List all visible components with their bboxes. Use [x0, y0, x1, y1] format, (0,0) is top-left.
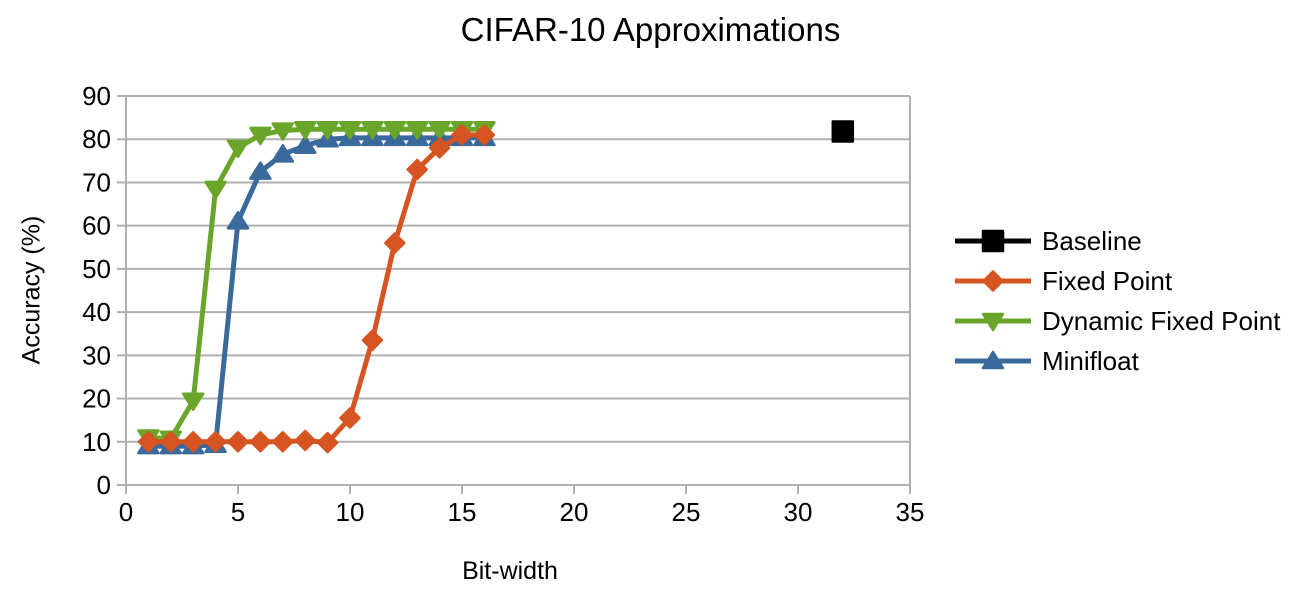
legend-item-fixed-point: Fixed Point: [953, 267, 1280, 295]
svg-text:60: 60: [82, 211, 111, 241]
svg-text:35: 35: [896, 497, 925, 527]
legend-label: Minifloat: [1042, 346, 1139, 376]
svg-text:80: 80: [82, 124, 111, 154]
svg-text:30: 30: [784, 497, 813, 527]
legend-item-dynamic-fixed-point: Dynamic Fixed Point: [953, 307, 1280, 335]
svg-text:40: 40: [82, 297, 111, 327]
svg-text:25: 25: [672, 497, 701, 527]
legend-label: Baseline: [1042, 226, 1142, 256]
svg-text:10: 10: [82, 427, 111, 457]
tick-marks: [117, 95, 911, 494]
svg-text:0: 0: [119, 497, 133, 527]
svg-text:90: 90: [82, 81, 111, 111]
series-baseline: [831, 120, 855, 143]
legend-label: Dynamic Fixed Point: [1042, 306, 1281, 336]
svg-text:20: 20: [560, 497, 589, 527]
svg-text:20: 20: [82, 384, 111, 414]
series-fixed-point: [137, 124, 496, 454]
axes: [125, 96, 911, 486]
minifloat-swatch-icon: [953, 347, 1033, 375]
svg-text:0: 0: [97, 470, 111, 500]
svg-text:15: 15: [448, 497, 477, 527]
svg-text:10: 10: [336, 497, 365, 527]
fixed-point-swatch-icon: [953, 267, 1033, 295]
svg-text:5: 5: [231, 497, 245, 527]
x-tick-labels: 0 5 10 15 20 25 30 35: [119, 497, 925, 527]
baseline-swatch-icon: [953, 227, 1033, 255]
x-axis-title: Bit-width: [462, 557, 558, 585]
legend-item-baseline: Baseline: [953, 227, 1280, 255]
legend: Baseline Fixed Point Dynamic Fixed Point…: [953, 227, 1280, 387]
legend-item-minifloat: Minifloat: [953, 347, 1280, 375]
y-tick-labels: 0 10 20 30 40 50 60 70 80 90: [82, 81, 111, 500]
svg-text:30: 30: [82, 340, 111, 370]
chart-title: CIFAR-10 Approximations: [460, 11, 841, 48]
svg-text:50: 50: [82, 254, 111, 284]
legend-label: Fixed Point: [1042, 266, 1173, 296]
svg-text:70: 70: [82, 167, 111, 197]
dynamic-fixed-point-swatch-icon: [953, 307, 1033, 335]
